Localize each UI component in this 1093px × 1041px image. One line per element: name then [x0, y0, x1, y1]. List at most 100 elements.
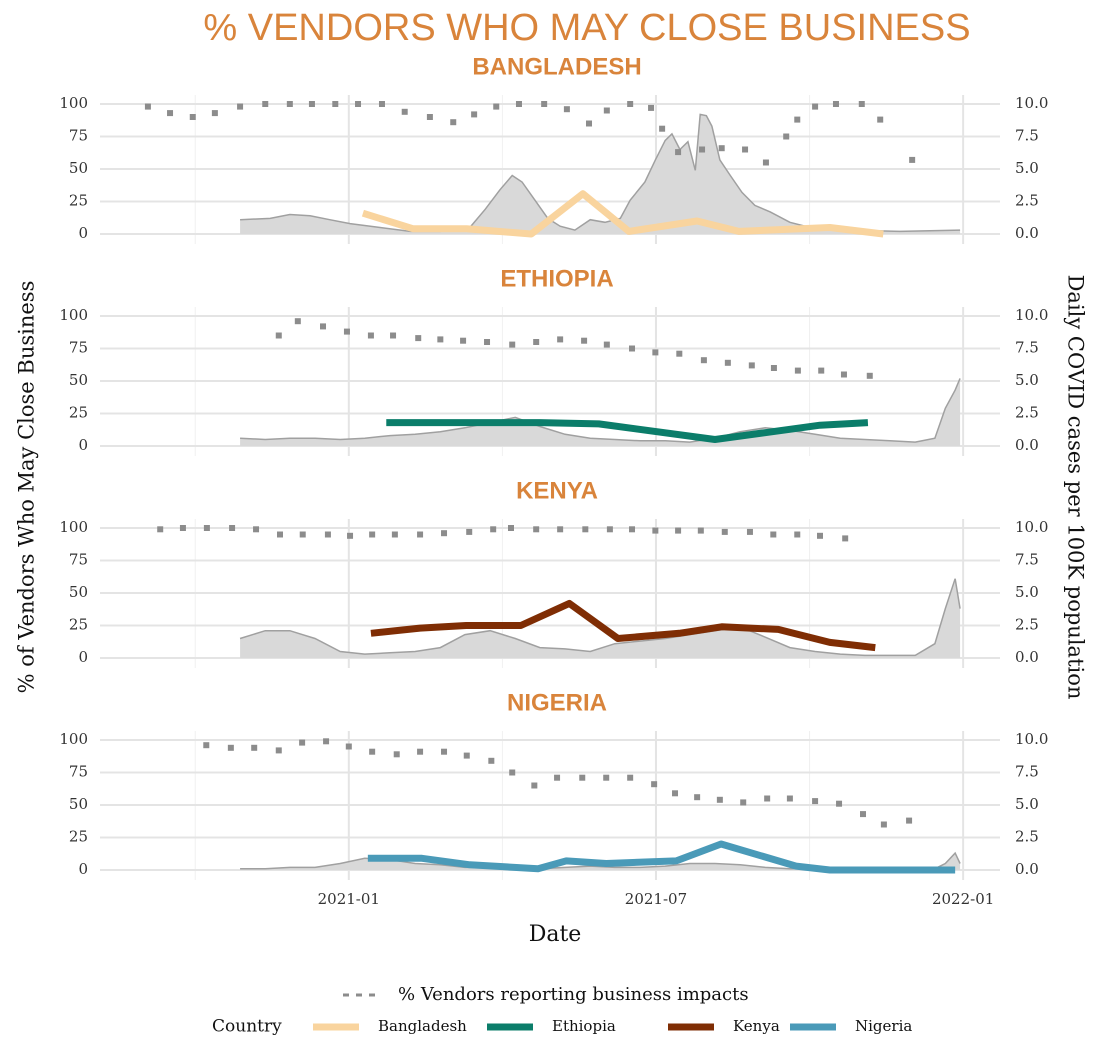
- legend-label: Nigeria: [855, 1017, 912, 1035]
- cases-area: [240, 114, 961, 234]
- y2-tick-label: 7.5: [1015, 127, 1039, 145]
- impact-point: [786, 795, 793, 802]
- impact-point: [251, 744, 258, 751]
- impact-point: [390, 332, 397, 339]
- impact-point: [770, 531, 777, 538]
- y-axis-label: % of Vendors Who May Close Business: [15, 281, 39, 694]
- impact-point: [450, 119, 457, 126]
- impact-point: [842, 535, 849, 542]
- y-tick-label: 75: [69, 551, 88, 569]
- impact-point: [742, 146, 749, 153]
- impact-point: [563, 106, 570, 113]
- impact-point: [460, 337, 467, 344]
- impact-point: [675, 527, 682, 534]
- impact-point: [783, 133, 790, 140]
- impact-point: [627, 774, 634, 781]
- impact-point: [603, 341, 610, 348]
- impact-point: [144, 103, 151, 110]
- impact-point: [603, 107, 610, 114]
- y2-tick-label: 5.0: [1015, 795, 1039, 813]
- legend-label: Bangladesh: [378, 1017, 467, 1035]
- impact-point: [652, 527, 659, 534]
- impact-point: [417, 748, 424, 755]
- impact-point: [627, 101, 634, 107]
- y-tick-label: 50: [69, 159, 88, 177]
- impact-point: [533, 339, 540, 345]
- impact-point: [533, 526, 540, 533]
- impact-point: [716, 796, 723, 803]
- impact-point: [909, 156, 916, 163]
- impact-point: [463, 752, 470, 759]
- impact-point: [320, 323, 327, 330]
- impact-point: [697, 527, 704, 534]
- impact-point: [253, 526, 260, 533]
- country-line: [361, 190, 884, 238]
- y-tick-label: 25: [69, 404, 88, 422]
- impact-point: [490, 526, 497, 533]
- y-tick-label: 50: [69, 583, 88, 601]
- impact-point: [308, 101, 315, 107]
- y2-tick-label: 10.0: [1015, 518, 1048, 536]
- legend-title: Country: [212, 1017, 282, 1037]
- cases-area: [240, 378, 961, 446]
- y2-tick-label: 2.5: [1015, 192, 1039, 210]
- y-tick-label: 100: [59, 730, 88, 748]
- impact-point: [509, 769, 516, 776]
- y2-tick-label: 2.5: [1015, 404, 1039, 422]
- impact-point: [880, 821, 887, 828]
- impact-point: [369, 531, 376, 538]
- impact-point: [488, 757, 495, 764]
- panel-title: ETHIOPIA: [500, 265, 613, 292]
- impact-point: [866, 372, 873, 379]
- impact-point: [557, 526, 564, 533]
- x-tick-label: 2022-01: [932, 890, 994, 908]
- impact-point: [794, 116, 801, 123]
- impact-point: [275, 332, 282, 339]
- impact-point: [355, 101, 362, 107]
- impact-point: [277, 531, 283, 538]
- y2-tick-label: 10.0: [1015, 94, 1048, 112]
- impact-point: [603, 774, 610, 781]
- impact-point: [343, 328, 350, 335]
- impact-point: [694, 794, 701, 801]
- y2-tick-label: 10.0: [1015, 306, 1048, 324]
- y2-tick-label: 2.5: [1015, 828, 1039, 846]
- impact-point: [324, 531, 331, 538]
- impact-point: [877, 116, 884, 123]
- impact-point: [471, 111, 478, 118]
- impact-point: [507, 525, 514, 531]
- impact-point: [676, 350, 683, 357]
- impact-point: [699, 146, 706, 153]
- impact-point: [818, 367, 825, 374]
- y2-tick-label: 2.5: [1015, 616, 1039, 634]
- panel-title: NIGERIA: [507, 689, 607, 716]
- impact-point: [345, 743, 352, 750]
- impact-point: [229, 525, 236, 531]
- impact-point: [581, 337, 588, 344]
- impact-point: [817, 532, 823, 539]
- impact-point: [294, 318, 301, 325]
- impact-point: [812, 798, 819, 805]
- impact-point: [740, 799, 747, 806]
- country-line: [367, 840, 956, 874]
- impact-point: [832, 101, 839, 107]
- impact-point: [541, 101, 548, 107]
- impact-point: [262, 101, 269, 107]
- y-tick-label: 100: [59, 306, 88, 324]
- impact-point: [441, 748, 448, 755]
- y2-tick-label: 7.5: [1015, 339, 1039, 357]
- impact-point: [167, 110, 174, 117]
- impact-point: [724, 359, 731, 366]
- impact-point: [579, 774, 586, 781]
- impact-point: [700, 357, 707, 364]
- impact-point: [378, 101, 385, 107]
- impact-point: [275, 747, 282, 754]
- impact-point: [323, 738, 330, 745]
- impact-point: [672, 790, 679, 797]
- impact-point: [629, 345, 636, 352]
- impact-point: [157, 526, 164, 533]
- y-tick-label: 0: [78, 860, 88, 878]
- impact-point: [858, 101, 865, 107]
- impact-point: [652, 349, 659, 356]
- impact-point: [836, 800, 843, 807]
